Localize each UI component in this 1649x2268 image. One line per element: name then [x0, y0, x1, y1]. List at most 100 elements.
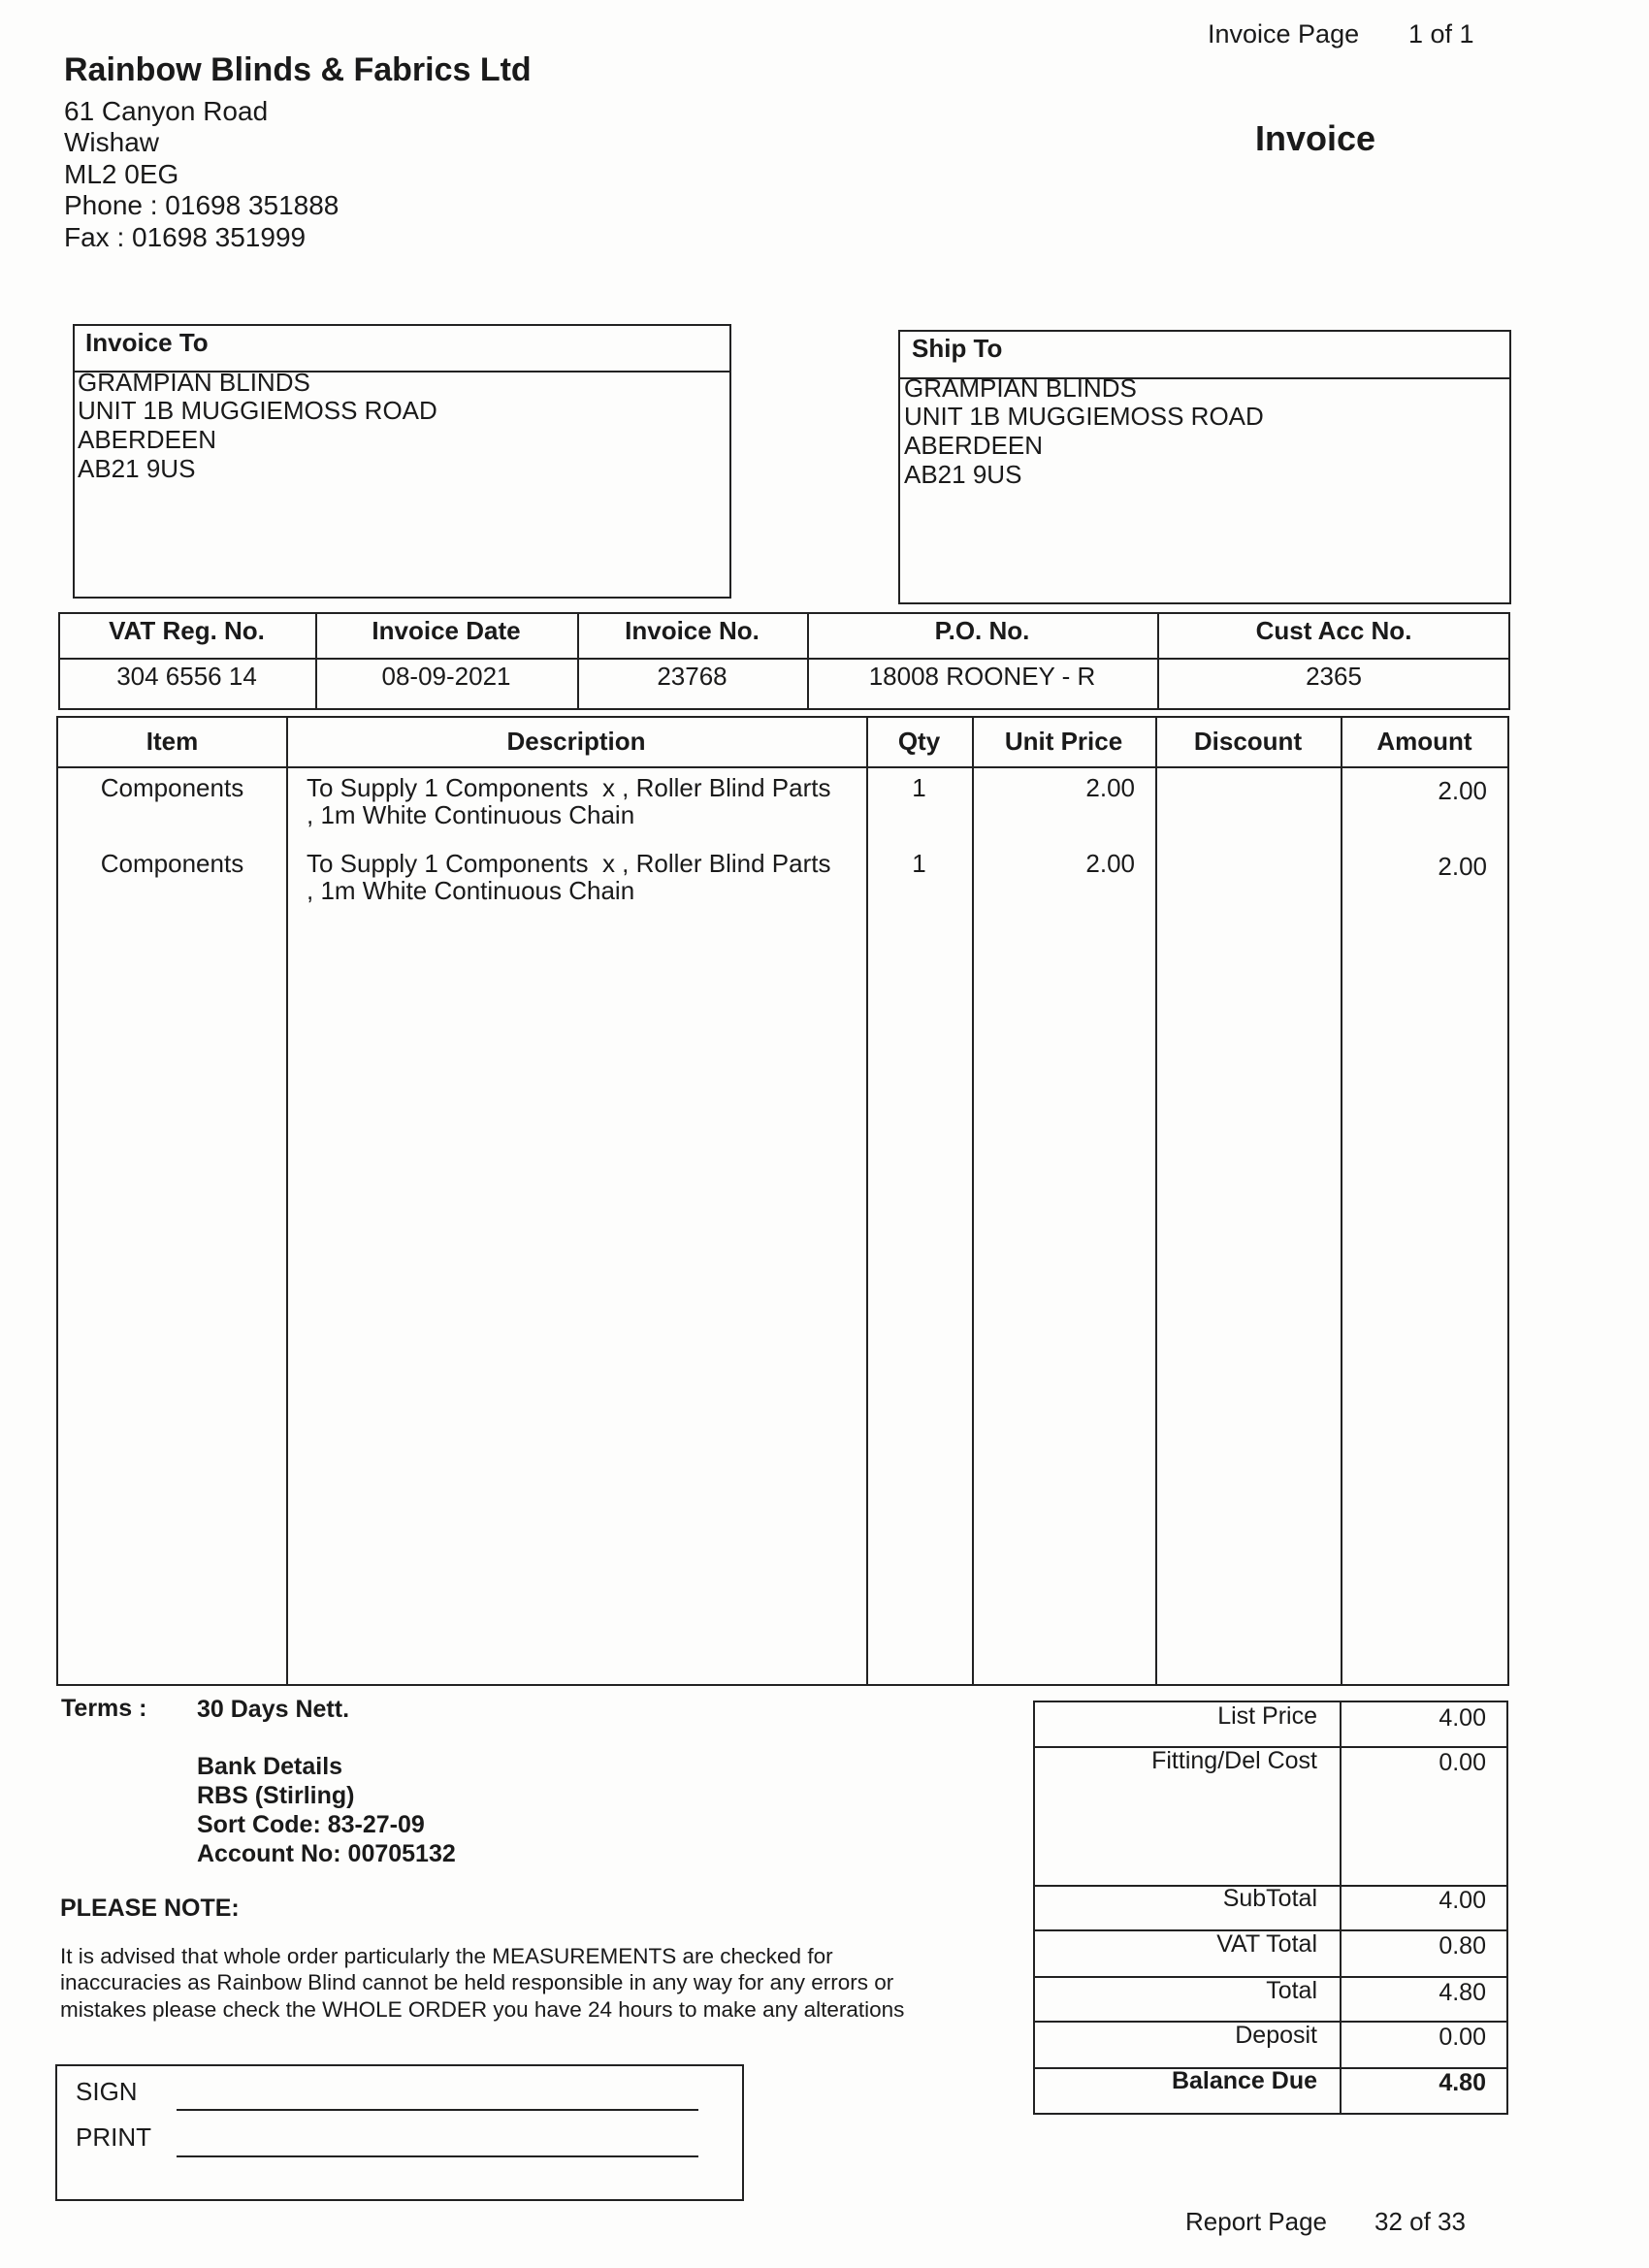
box-divider [73, 371, 731, 373]
totals-label: Total [1266, 1977, 1317, 2005]
report-page-value: 32 of 33 [1374, 2206, 1466, 2236]
totals-value: 4.80 [1439, 1979, 1486, 2007]
company-address-line: Fax : 01698 351999 [64, 221, 307, 252]
print-line [177, 2155, 698, 2157]
info-col-divider [315, 612, 317, 710]
totals-row-divider [1033, 1929, 1508, 1931]
item-cell: Components [100, 772, 244, 802]
box-divider [898, 377, 1511, 379]
items-header-divider [56, 766, 1509, 768]
company-address-line: ML2 0EG [64, 158, 179, 189]
box-heading: Invoice To [85, 327, 209, 357]
bank-detail-line: Account No: 00705132 [197, 1839, 456, 1867]
totals-label: SubTotal [1222, 1885, 1317, 1913]
totals-label: Fitting/Del Cost [1151, 1747, 1317, 1775]
address-line: GRAMPIAN BLINDS [78, 367, 310, 397]
bank-detail-line: Bank Details [197, 1753, 343, 1781]
info-table [58, 612, 1510, 710]
description-line: , 1m White Continuous Chain [307, 799, 635, 829]
address-line: ABERDEEN [904, 431, 1044, 461]
company-address-line: 61 Canyon Road [64, 95, 269, 126]
bank-detail-line: RBS (Stirling) [197, 1782, 355, 1810]
totals-label: VAT Total [1216, 1930, 1317, 1959]
address-line: AB21 9US [904, 459, 1022, 489]
info-value: 08-09-2021 [381, 661, 511, 691]
items-header: Description [506, 726, 646, 756]
signature-box [55, 2064, 744, 2201]
info-header: VAT Reg. No. [109, 615, 265, 645]
notice-title: PLEASE NOTE: [60, 1895, 240, 1923]
address-line: UNIT 1B MUGGIEMOSS ROAD [904, 402, 1264, 432]
company-name: Rainbow Blinds & Fabrics Ltd [64, 50, 532, 88]
totals-value: 0.00 [1439, 2024, 1486, 2052]
terms-value: 30 Days Nett. [197, 1696, 350, 1724]
notice-line: mistakes please check the WHOLE ORDER yo… [60, 1996, 905, 2022]
invoice-to-box [73, 324, 731, 599]
items-header: Discount [1193, 726, 1303, 756]
report-page-label: Report Page [1185, 2206, 1327, 2236]
company-address-line: Phone : 01698 351888 [64, 190, 340, 220]
totals-label: Deposit [1235, 2022, 1317, 2050]
sign-line [177, 2109, 698, 2111]
unit-price-cell: 2.00 [1085, 772, 1135, 802]
sign-label: SIGN [76, 2076, 138, 2106]
items-col-divider [866, 716, 868, 1686]
qty-cell: 1 [912, 848, 926, 878]
amount-cell: 2.00 [1438, 851, 1487, 881]
totals-value: 4.80 [1439, 2069, 1486, 2097]
info-header: P.O. No. [934, 615, 1030, 645]
items-col-divider [286, 716, 288, 1686]
totals-row-divider [1033, 1976, 1508, 1978]
totals-value: 4.00 [1439, 1887, 1486, 1915]
totals-row-divider [1033, 1885, 1508, 1887]
info-header: Invoice No. [625, 615, 760, 645]
bank-detail-line: Sort Code: 83-27-09 [197, 1810, 425, 1838]
unit-price-cell: 2.00 [1085, 848, 1135, 878]
notice-line: It is advised that whole order particula… [60, 1943, 833, 1968]
address-line: GRAMPIAN BLINDS [904, 373, 1137, 403]
info-row-divider [58, 658, 1510, 660]
info-value: 18008 ROONEY - R [868, 661, 1096, 691]
info-value: 23768 [657, 661, 728, 691]
address-line: ABERDEEN [78, 425, 217, 455]
qty-cell: 1 [912, 772, 926, 802]
item-cell: Components [100, 848, 244, 878]
info-col-divider [1157, 612, 1159, 710]
items-col-divider [972, 716, 974, 1686]
info-header: Cust Acc No. [1255, 615, 1412, 645]
info-col-divider [577, 612, 579, 710]
amount-cell: 2.00 [1438, 775, 1487, 805]
address-line: UNIT 1B MUGGIEMOSS ROAD [78, 396, 437, 426]
info-col-divider [807, 612, 809, 710]
items-table [56, 716, 1509, 1686]
description-line: To Supply 1 Components x , Roller Blind … [307, 848, 831, 878]
info-value: 304 6556 14 [116, 661, 257, 691]
items-header: Unit Price [1004, 726, 1123, 756]
description-line: , 1m White Continuous Chain [307, 875, 635, 905]
box-heading: Ship To [912, 333, 1003, 363]
totals-row-divider [1033, 2021, 1508, 2023]
totals-label: Balance Due [1171, 2067, 1317, 2095]
notice-line: inaccuracies as Rainbow Blind cannot be … [60, 1970, 894, 1995]
totals-row-divider [1033, 1746, 1508, 1748]
info-header: Invoice Date [372, 615, 521, 645]
items-header: Item [146, 726, 199, 756]
description-line: To Supply 1 Components x , Roller Blind … [307, 772, 831, 802]
items-header: Amount [1376, 726, 1472, 756]
totals-value: 4.00 [1439, 1704, 1486, 1733]
address-line: AB21 9US [78, 453, 196, 483]
totals-value: 0.00 [1439, 1749, 1486, 1777]
totals-value: 0.80 [1439, 1932, 1486, 1960]
totals-label: List Price [1217, 1702, 1317, 1731]
totals-row-divider [1033, 2067, 1508, 2069]
items-col-divider [1155, 716, 1157, 1686]
page-indicator-value: 1 of 1 [1408, 19, 1474, 49]
totals-box [1033, 1701, 1508, 2115]
print-label: PRINT [76, 2122, 151, 2152]
items-col-divider [1341, 716, 1342, 1686]
company-address-line: Wishaw [64, 127, 160, 157]
totals-col-divider [1340, 1701, 1342, 2115]
info-value: 2365 [1306, 661, 1362, 691]
page-indicator-label: Invoice Page [1208, 19, 1360, 49]
